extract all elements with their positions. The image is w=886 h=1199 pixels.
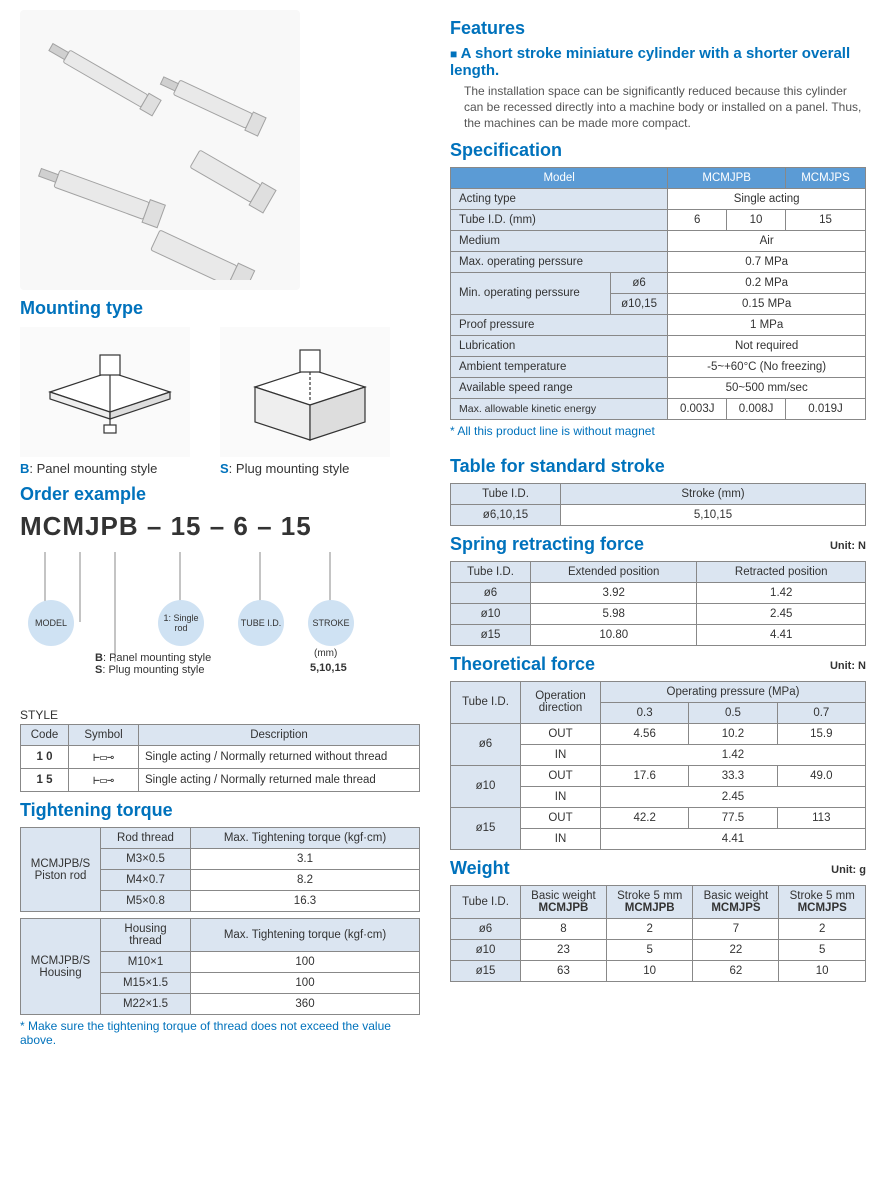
weight-table: Tube I.D. Basic weightMCMJPB Stroke 5 mm… [450, 885, 866, 982]
plug-mounting-label: S: Plug mounting style [220, 461, 390, 476]
features-subhead: A short stroke miniature cylinder with a… [450, 45, 866, 79]
order-code: MCMJPB – 15 – 6 – 15 [20, 511, 420, 542]
spec-heading: Specification [450, 140, 866, 161]
spec-table: Model MCMJPB MCMJPS Acting typeSingle ac… [450, 167, 866, 420]
spec-note: * All this product line is without magne… [450, 424, 866, 438]
theo-table: Tube I.D. Operation direction Operating … [450, 681, 866, 850]
order-bubble-single: 1: Single rod [158, 600, 204, 646]
stroke-table: Tube I.D.Stroke (mm) ø6,10,155,10,15 [450, 483, 866, 526]
table-row: 1 0 ⊢▭⊸ Single acting / Normally returne… [21, 746, 420, 769]
torque-heading: Tightening torque [20, 800, 420, 821]
table-row: 1 5 ⊢▭⊸ Single acting / Normally returne… [21, 769, 420, 792]
torque-rod-table: MCMJPB/S Piston rod Rod thread Max. Tigh… [20, 827, 420, 912]
panel-mounting-diagram [20, 327, 190, 457]
spring-table: Tube I.D. Extended position Retracted po… [450, 561, 866, 646]
order-heading: Order example [20, 484, 420, 505]
features-heading: Features [450, 18, 866, 39]
stroke-values: 5,10,15 [310, 662, 347, 674]
panel-mounting-label: B: Panel mounting style [20, 461, 190, 476]
order-diagram: MODEL 1: Single rod TUBE I.D. STROKE (mm… [20, 552, 420, 702]
theo-heading: Theoretical forceUnit: N [450, 654, 866, 675]
spring-heading: Spring retracting forceUnit: N [450, 534, 866, 555]
product-photo [20, 10, 300, 290]
weight-heading: WeightUnit: g [450, 858, 866, 879]
style-table: Code Symbol Description 1 0 ⊢▭⊸ Single a… [20, 724, 420, 792]
torque-housing-table: MCMJPB/S Housing Housing thread Max. Tig… [20, 918, 420, 1015]
mount-explain: B: Panel mounting style S: Plug mounting… [95, 652, 211, 676]
stroke-unit: (mm) [314, 648, 337, 659]
style-label: STYLE [20, 708, 420, 722]
features-body: The installation space can be significan… [450, 83, 866, 132]
mounting-heading: Mounting type [20, 298, 420, 319]
order-bubble-tube: TUBE I.D. [238, 600, 284, 646]
stroke-heading: Table for standard stroke [450, 456, 866, 477]
order-bubble-model: MODEL [28, 600, 74, 646]
plug-mounting-diagram [220, 327, 390, 457]
torque-note: * Make sure the tightening torque of thr… [20, 1019, 420, 1047]
order-bubble-stroke: STROKE [308, 600, 354, 646]
